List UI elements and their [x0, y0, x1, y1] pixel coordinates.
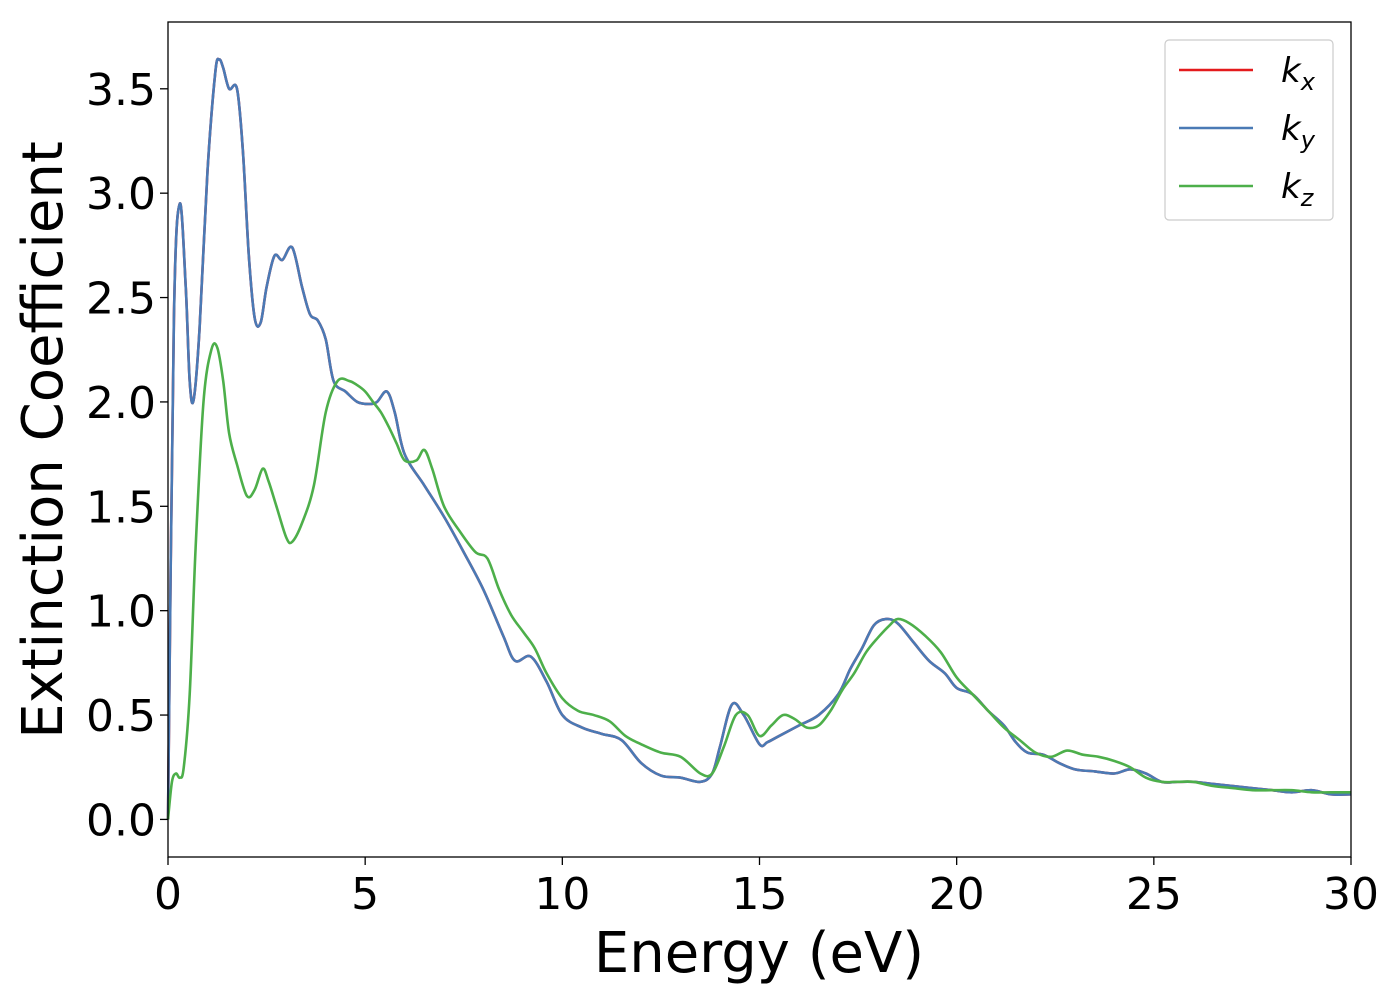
y-axis: 0.0 0.5 1.0 1.5 2.0 2.5 3.0 3.5: [86, 65, 168, 846]
x-tick-label: 15: [732, 869, 788, 920]
plot-background: [168, 22, 1351, 857]
x-tick-label: 30: [1323, 869, 1379, 920]
y-tick-label: 3.5: [86, 65, 156, 116]
legend-label-k_y: ky: [1281, 109, 1316, 154]
y-axis-title: Extinction Coefficient: [11, 141, 76, 739]
x-axis: 0 5 10 15 20 25 30: [154, 857, 1379, 920]
x-tick-label: 5: [351, 869, 379, 920]
series-line-k_z: [166, 342, 1351, 820]
y-tick-label: 0.0: [86, 795, 156, 846]
y-tick-label: 3.0: [86, 169, 156, 220]
x-tick-label: 0: [154, 869, 182, 920]
y-tick-label: 1.0: [86, 587, 156, 638]
series-lines: [166, 57, 1352, 820]
y-tick-label: 2.5: [86, 274, 156, 325]
legend-label-k_z: kz: [1281, 167, 1315, 212]
legend: kx ky kz: [1164, 39, 1334, 221]
series-line-k_y: [166, 57, 1352, 820]
x-tick-label: 25: [1126, 869, 1182, 920]
y-tick-label: 2.0: [86, 378, 156, 429]
y-tick-label: 1.5: [86, 482, 156, 533]
legend-label-k_x: kx: [1281, 51, 1316, 96]
legend-box: [1164, 39, 1334, 221]
x-axis-title: Energy (eV): [594, 921, 924, 986]
x-tick-label: 20: [929, 869, 985, 920]
x-tick-label: 10: [534, 869, 590, 920]
y-tick-label: 0.5: [86, 691, 156, 742]
